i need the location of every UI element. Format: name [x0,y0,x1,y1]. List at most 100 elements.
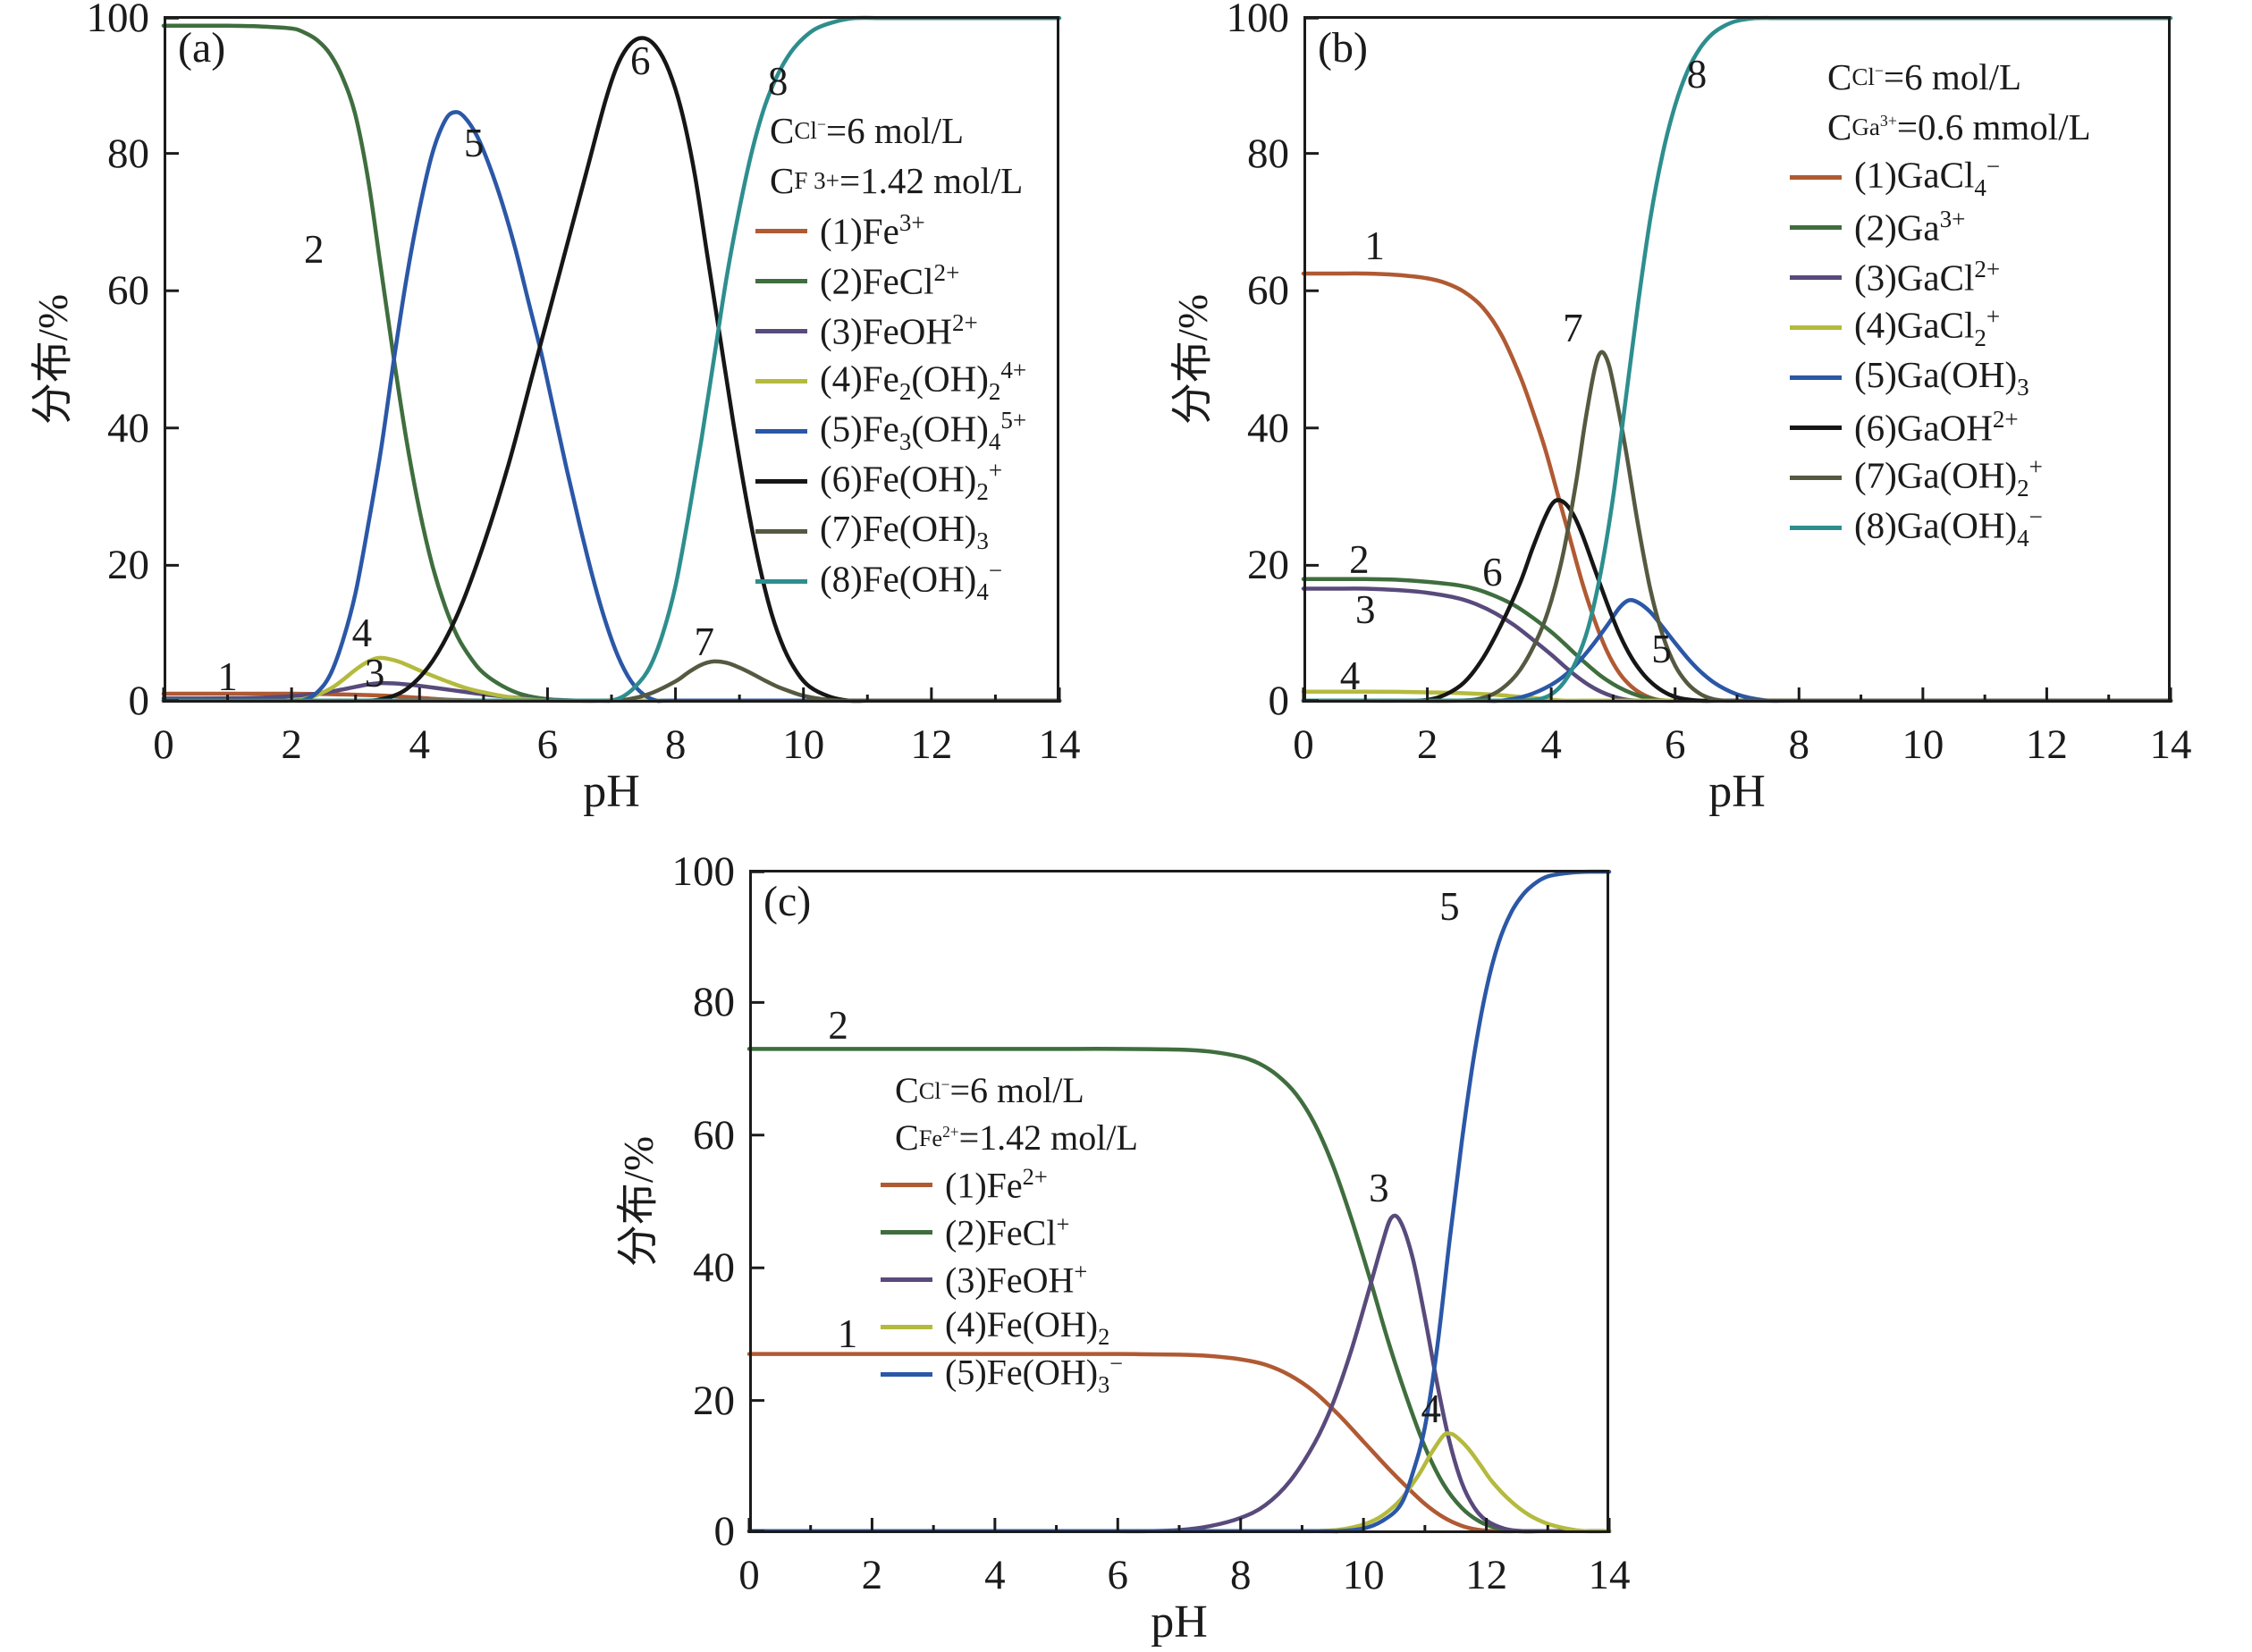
x-tick-label: 2 [861,1552,883,1598]
legend-item-1: (1)Fe3+ [755,206,1026,256]
legend-label-4: (4)Fe2(OH)24+ [820,356,1027,405]
y-tick-label: 60 [107,267,149,315]
legend-item-4: (4)Fe2(OH)24+ [755,356,1026,406]
legend-item-4: (4)GaCl2+ [1790,302,2091,352]
x-axis-title-a: pH [583,766,640,817]
curve-number-label-3: 3 [1369,1166,1389,1211]
condition-text-2: C Fe2+ =1.42 mol/L [895,1117,1138,1158]
legend-label-4: (4)GaCl2+ [1854,302,2001,351]
panel-a: (a) 分布/% pH C Cl− =6 mol/L C F 3+ =1.42 mol/L… [30,0,1081,817]
curve-number-label-6: 6 [629,38,651,83]
curve-number-label-3: 3 [1355,586,1376,632]
legend-swatch-8 [755,578,807,584]
legend-label-1: (1)Fe2+ [945,1163,1048,1206]
y-tick-label: 0 [713,1507,736,1555]
x-tick-label: 8 [1788,721,1810,768]
y-tick-label: 20 [1247,542,1289,589]
y-tick-label: 80 [107,130,149,177]
x-tick-label: 6 [1107,1552,1129,1598]
legend-item-2: (2)FeCl+ [881,1209,1138,1256]
legend-label-5: (5)Ga(OH)3 [1854,353,2029,401]
legend-item-5: (5)Fe3(OH)45+ [755,406,1026,456]
curve-5-Ga(OH)3 [1301,597,2173,704]
legend-swatch-8 [1790,525,1842,530]
y-tick-label: 100 [671,848,736,896]
y-axis-title-c: 分布/% [615,1135,662,1268]
legend-swatch-4 [755,378,807,384]
curve-number-label-4: 4 [1339,653,1361,699]
y-axis-title-a: 分布/% [30,293,77,426]
panel-letter-b: (b) [1318,24,1368,72]
curve-3-FeOH+ [746,1213,1612,1534]
legend-item-3: (3)FeOH+ [881,1256,1138,1303]
x-tick-label: 12 [910,721,953,768]
y-tick-label: 80 [1247,130,1289,177]
legend-swatch-4 [881,1325,932,1329]
legend-swatch-5 [881,1372,932,1377]
legend-label-3: (3)GaCl2+ [1854,255,2001,299]
legend-swatch-5 [755,428,807,434]
curve-number-label-5: 5 [1439,883,1460,929]
curve-number-label-1: 1 [217,653,238,699]
legend-b: C Cl− =6 mol/L C Ga3+ =0.6 mmol/L (1)GaCl4− (2)… [1790,52,2091,552]
x-tick-label: 10 [1342,1552,1385,1598]
legend-item-2: (2)Ga3+ [1790,202,2091,252]
x-tick-label: 14 [1038,721,1081,768]
legend-item-1: (1)GaCl4− [1790,152,2091,202]
legend-item-6: (6)GaOH2+ [1790,402,2091,452]
y-tick-label: 60 [1247,267,1289,315]
condition-text-1: C Cl− =6 mol/L [1827,56,2022,97]
legend-label-1: (1)Fe3+ [820,208,925,252]
curve-number-label-7: 7 [1563,306,1583,351]
panel-letter-a: (a) [178,24,226,72]
panel-c: (c) 分布/% pH C Cl− =6 mol/L C Fe2+ =1.42 mol/L… [616,848,1631,1648]
panel-letter-c: (c) [763,878,812,925]
y-tick-label: 20 [107,542,149,589]
legend-label-5: (5)Fe3(OH)45+ [820,406,1027,455]
legend-item-4: (4)Fe(OH)2 [881,1303,1138,1351]
legend-item-6: (6)Fe(OH)2+ [755,456,1026,506]
x-tick-label: 4 [984,1552,1006,1598]
x-tick-label: 6 [1664,721,1686,768]
y-tick-label: 0 [128,677,150,724]
x-tick-label: 14 [2149,721,2192,768]
x-tick-label: 0 [153,721,174,768]
curve-number-label-8: 8 [1686,52,1708,97]
condition-text-1: C Cl− =6 mol/L [770,110,965,151]
legend-swatch-2 [1790,224,1842,230]
curve-number-label-5: 5 [1651,627,1672,672]
legend-swatch-3 [755,328,807,333]
curve-5-Fe(OH)3- [746,869,1612,1534]
legend-label-4: (4)Fe(OH)2 [945,1304,1110,1350]
curve-number-label-8: 8 [767,58,789,104]
x-axis-title-c: pH [1151,1597,1208,1648]
condition-text-1: C Cl− =6 mol/L [895,1070,1084,1110]
curve-2-Ga3+ [1301,577,2173,704]
y-tick-label: 100 [1226,0,1290,42]
legend-label-1: (1)GaCl4− [1854,152,2001,201]
legend-a: C Cl− =6 mol/L C F 3+ =1.42 mol/L (1)Fe3+ (2)Fe… [755,105,1026,606]
x-tick-label: 4 [409,721,431,768]
curve-1-Fe2+ [746,1352,1612,1534]
legend-label-2: (2)Ga3+ [1854,205,1966,249]
legend-swatch-6 [755,478,807,484]
curve-number-label-2: 2 [1349,537,1370,583]
x-tick-label: 8 [1229,1552,1252,1598]
plot-frame [1303,16,2171,703]
legend-item-8: (8)Ga(OH)4− [1790,502,2091,552]
legend-swatch-4 [1790,324,1842,330]
curve-3-GaCl2+ [1301,586,2173,704]
y-tick-label: 40 [107,404,149,451]
legend-label-5: (5)Fe(OH)3− [945,1350,1124,1398]
legend-swatch-1 [755,228,807,233]
legend-label-7: (7)Ga(OH)2+ [1854,452,2043,502]
legend-item-3: (3)FeOH2+ [755,306,1026,356]
y-tick-label: 0 [1268,677,1290,724]
legend-label-2: (2)FeCl2+ [820,258,960,302]
curve-number-label-1: 1 [1364,223,1385,269]
plot-frame [164,16,1059,703]
x-tick-label: 14 [1588,1552,1631,1598]
condition-text-2: C Ga3+ =0.6 mmol/L [1827,106,2091,148]
